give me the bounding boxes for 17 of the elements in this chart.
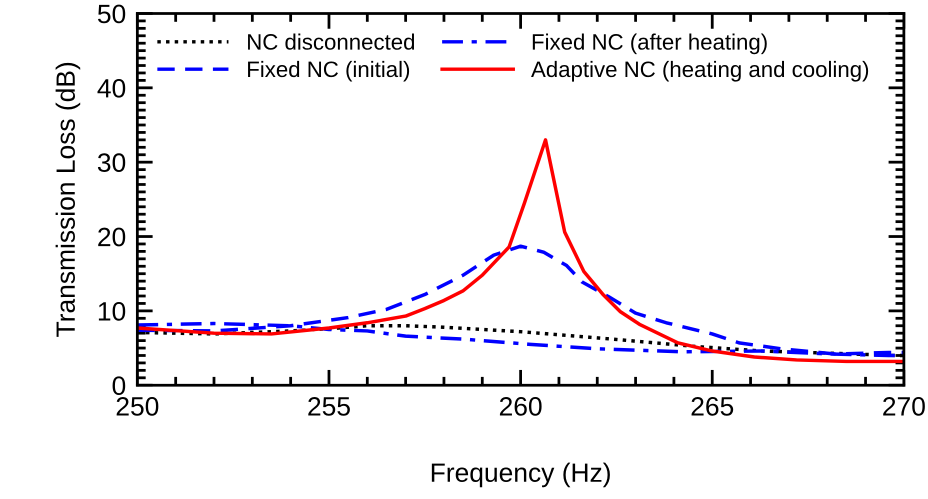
y-tick-label: 30 (98, 153, 126, 172)
x-axis-title: Frequency (Hz) (432, 462, 610, 488)
y-tick-label: 0 (112, 376, 126, 396)
y-tick-label: 50 (98, 4, 126, 24)
x-tick-label: 260 (500, 397, 542, 416)
x-tick-label: 265 (692, 397, 734, 416)
legend-label: Adaptive NC (heating and cooling) (531, 60, 868, 82)
legend-label: NC disconnected (248, 33, 414, 50)
legend-label: Fixed NC (after heating) (532, 33, 767, 54)
x-tick-label: 250 (116, 397, 158, 416)
y-tick-label: 20 (98, 228, 126, 246)
x-tick-label: 270 (883, 397, 925, 416)
y-axis-title: Transmission Loss (dB) (56, 62, 80, 337)
y-tick-label: 40 (97, 78, 126, 98)
x-tick-label: 255 (308, 397, 350, 416)
legend-label: Fixed NC (initial) (248, 60, 410, 82)
y-tick-label: 10 (98, 302, 126, 321)
